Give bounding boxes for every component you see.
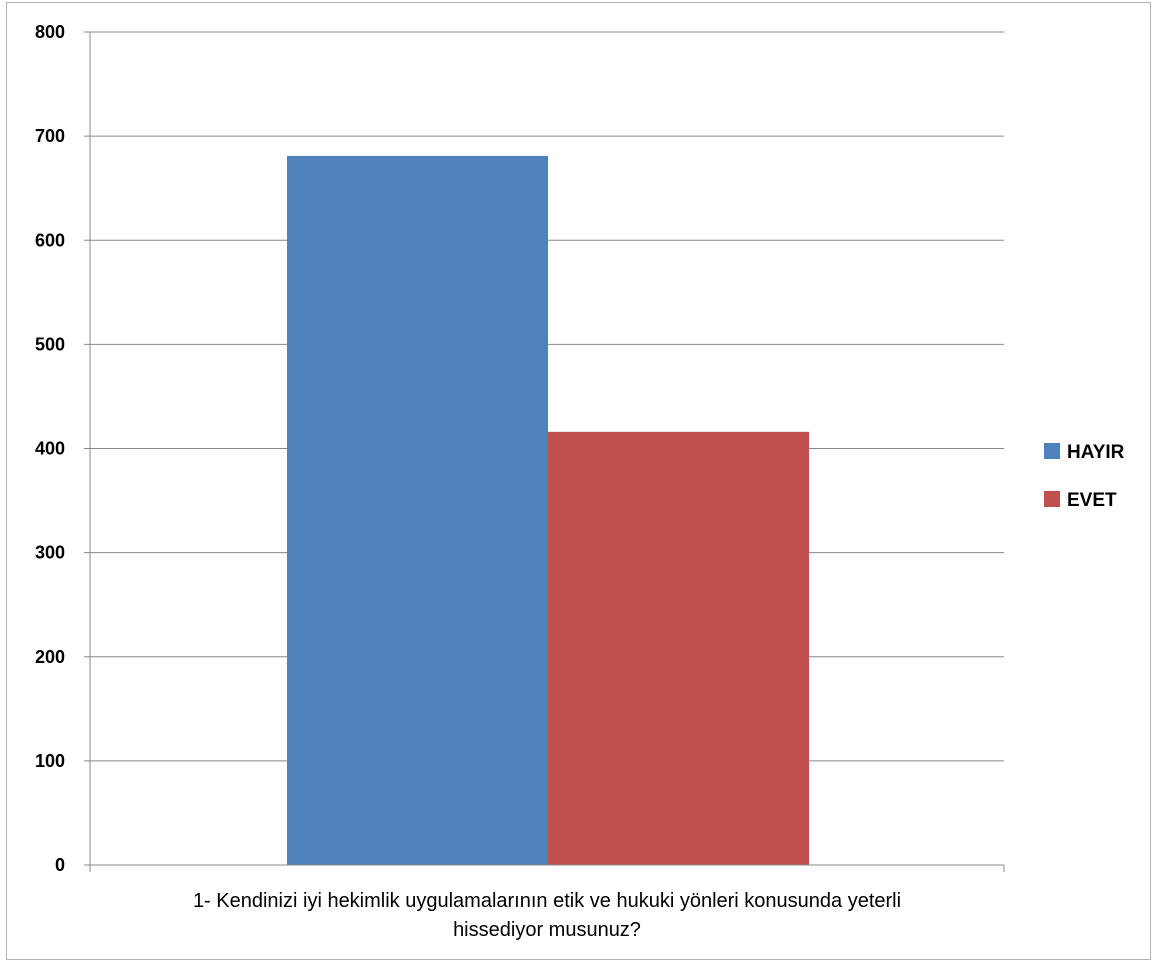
bar-hayir	[287, 155, 548, 865]
y-tick-label: 0	[55, 855, 65, 875]
y-tick-label: 100	[35, 751, 65, 771]
y-tick-label: 400	[35, 439, 65, 459]
y-tick-labels: 0 100 200 300 400 500 600 700 800	[35, 22, 65, 875]
y-tick-label: 700	[35, 126, 65, 146]
y-tick-label: 300	[35, 543, 65, 563]
y-tick-label: 200	[35, 647, 65, 667]
y-tick-label: 600	[35, 230, 65, 250]
legend-label-hayir: HAYIR	[1067, 442, 1125, 463]
bars	[287, 155, 809, 865]
legend-swatch-evet	[1044, 491, 1060, 507]
legend-swatch-hayir	[1044, 443, 1060, 459]
bar-evet	[548, 431, 809, 865]
y-tick-label: 500	[35, 334, 65, 354]
axes	[84, 31, 1005, 872]
x-category-label-line: 1- Kendinizi iyi hekimlik uygulamalarını…	[193, 890, 901, 912]
x-axis-label: 1- Kendinizi iyi hekimlik uygulamalarını…	[193, 890, 901, 941]
legend-label-evet: EVET	[1067, 490, 1117, 511]
y-tick-label: 800	[35, 22, 65, 42]
legend: HAYIR EVET	[1044, 442, 1125, 511]
x-category-label-line: hissediyor musunuz?	[453, 919, 641, 941]
